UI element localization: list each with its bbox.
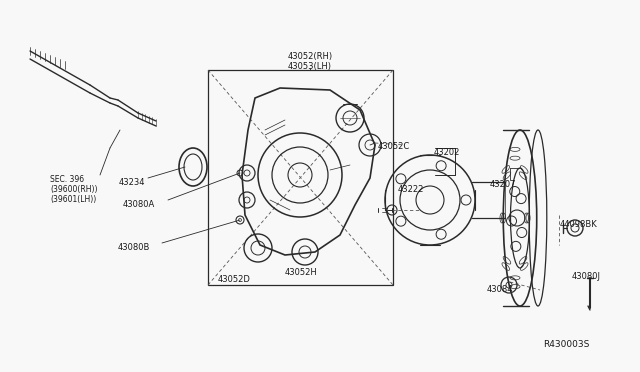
Text: 43202: 43202 — [434, 148, 460, 157]
Text: 43080J: 43080J — [572, 272, 601, 281]
Text: 43052C: 43052C — [378, 142, 410, 151]
Bar — [208, 70, 393, 285]
Text: 43052H: 43052H — [285, 268, 317, 277]
Text: 43222: 43222 — [398, 185, 424, 194]
Text: 43080B: 43080B — [118, 243, 150, 252]
Text: 43234: 43234 — [118, 178, 145, 187]
Text: 43052D: 43052D — [218, 275, 251, 284]
Text: 43207: 43207 — [490, 180, 516, 189]
Text: 43080A: 43080A — [123, 200, 155, 209]
Text: 43052(RH): 43052(RH) — [287, 52, 333, 61]
Text: 43084: 43084 — [487, 285, 513, 294]
Text: R430003S: R430003S — [543, 340, 590, 349]
Text: 43053(LH): 43053(LH) — [288, 62, 332, 71]
Text: (39601(LH)): (39601(LH)) — [50, 195, 96, 204]
Text: SEC. 396: SEC. 396 — [50, 175, 84, 184]
Text: (39600(RH)): (39600(RH)) — [50, 185, 97, 194]
Text: 44098BK: 44098BK — [560, 220, 598, 229]
